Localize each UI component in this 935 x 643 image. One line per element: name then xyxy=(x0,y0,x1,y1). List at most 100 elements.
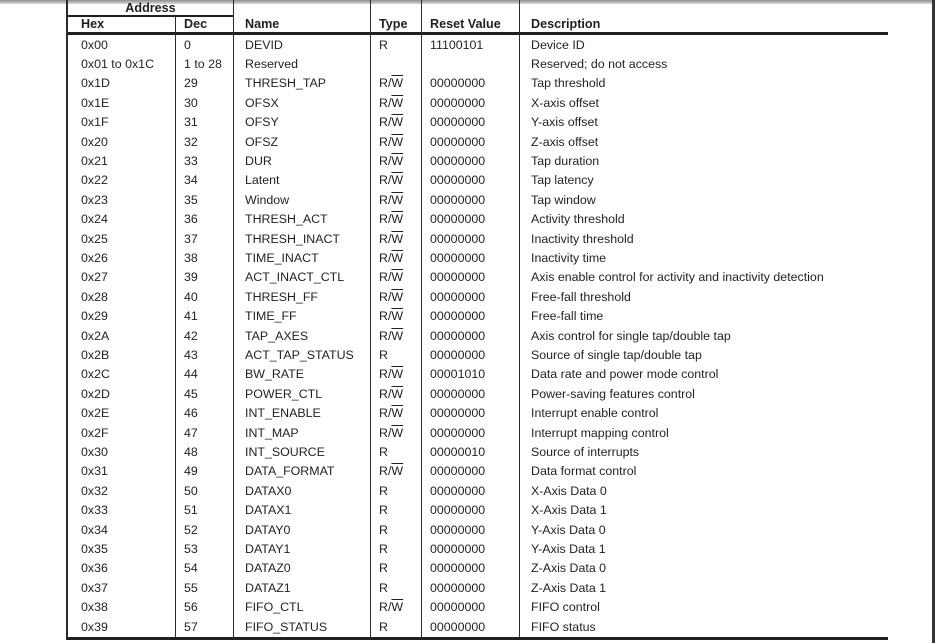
cell-desc: X-axis offset xyxy=(519,93,888,113)
cell-type: R xyxy=(370,35,421,55)
cell-type: R/W xyxy=(370,287,421,307)
cell-hex: 0x24 xyxy=(81,212,108,227)
cell-name: TAP_AXES xyxy=(233,326,370,346)
cell-type: R xyxy=(370,558,421,579)
cell-desc: Inactivity threshold xyxy=(519,229,888,249)
cell-name: BW_RATE xyxy=(233,364,370,385)
cell-name: INT_ENABLE xyxy=(233,403,370,424)
cell-hex: 0x1F xyxy=(81,115,109,130)
column-header-type: Type xyxy=(370,17,421,35)
cell-reset: 00000000 xyxy=(421,345,519,365)
header-spacer-description xyxy=(519,0,888,17)
overline-w: W xyxy=(391,600,404,615)
column-header-hex: Hex xyxy=(68,17,175,35)
cell-reset: 00000000 xyxy=(421,209,519,230)
cell-desc: X-Axis Data 0 xyxy=(519,481,888,501)
cell-hex: 0x2C xyxy=(81,367,110,382)
cell-desc: X-Axis Data 1 xyxy=(519,500,888,521)
cell-dec: 56 xyxy=(175,597,233,618)
cell-reset: 00000000 xyxy=(421,132,519,152)
cell-name: INT_MAP xyxy=(233,423,370,443)
cell-type: R/W xyxy=(370,112,421,133)
cell-desc: Source of interrupts xyxy=(519,442,888,462)
cell-type: R xyxy=(370,442,421,462)
cell-desc: Tap window xyxy=(519,190,888,210)
cell-desc: Axis control for single tap/double tap xyxy=(519,326,888,346)
cell-hex: 0x31 xyxy=(81,464,108,479)
cell-dec: 45 xyxy=(175,384,233,404)
cell-reset: 00000000 xyxy=(421,578,519,598)
cell-dec: 31 xyxy=(175,112,233,133)
cell-reset: 00000000 xyxy=(421,306,519,327)
cell-desc: Z-Axis Data 0 xyxy=(519,558,888,579)
cell-hex: 0x34 xyxy=(81,522,108,537)
overline-w: W xyxy=(391,425,404,440)
cell-name: TIME_INACT xyxy=(233,248,370,268)
cell-type: R/W xyxy=(370,190,421,210)
cell-desc: Tap threshold xyxy=(519,73,888,94)
cell-name: THRESH_FF xyxy=(233,287,370,307)
overline-w: W xyxy=(391,173,404,188)
overline-w: W xyxy=(391,212,404,227)
cell-name: DUR xyxy=(233,151,370,171)
cell-hex: 0x2B xyxy=(81,348,110,362)
cell-name: TIME_FF xyxy=(233,306,370,327)
overline-w: W xyxy=(391,95,404,110)
cell-hex: 0x1D xyxy=(81,76,110,91)
cell-type: R/W xyxy=(370,384,421,404)
cell-name: DATAY0 xyxy=(233,520,370,540)
cell-reset: 00000000 xyxy=(421,461,519,482)
cell-reset: 00000000 xyxy=(421,539,519,559)
cell-hex: 0x2F xyxy=(81,425,109,440)
cell-type: R/W xyxy=(370,229,421,249)
cell-dec: 43 xyxy=(175,345,233,365)
cell-name: THRESH_TAP xyxy=(233,73,370,94)
cell-name: DATAX1 xyxy=(233,500,370,521)
cell-name: INT_SOURCE xyxy=(233,442,370,462)
header-spacer-reset-value xyxy=(421,0,519,17)
cell-hex: 0x21 xyxy=(81,153,108,168)
overline-w: W xyxy=(391,367,404,382)
overline-w: W xyxy=(391,328,404,343)
cell-hex: 0x20 xyxy=(81,134,108,149)
cell-type: R/W xyxy=(370,597,421,618)
cell-hex: 0x32 xyxy=(81,483,108,498)
cell-dec: 34 xyxy=(175,170,233,191)
cell-hex: 0x2E xyxy=(81,406,110,421)
cell-name: DATAZ1 xyxy=(233,578,370,598)
cell-reset: 00000000 xyxy=(421,229,519,249)
cell-dec: 29 xyxy=(175,73,233,94)
cell-dec: 44 xyxy=(175,364,233,385)
cell-dec: 42 xyxy=(175,326,233,346)
cell-desc: Interrupt enable control xyxy=(519,403,888,424)
overline-w: W xyxy=(391,192,404,207)
cell-name: DATAX0 xyxy=(233,481,370,501)
cell-desc: Data rate and power mode control xyxy=(519,364,888,385)
cell-type: R/W xyxy=(370,209,421,230)
column-header-dec: Dec xyxy=(175,17,233,35)
cell-dec: 51 xyxy=(175,500,233,521)
cell-dec: 55 xyxy=(175,578,233,598)
cell-name: POWER_CTL xyxy=(233,384,370,404)
cell-hex: 0x38 xyxy=(81,600,108,615)
cell-desc: Interrupt mapping control xyxy=(519,423,888,443)
cell-desc: Inactivity time xyxy=(519,248,888,268)
cell-type: R xyxy=(370,520,421,540)
cell-desc: Y-Axis Data 0 xyxy=(519,520,888,540)
cell-dec: 54 xyxy=(175,558,233,579)
cell-name: DATA_FORMAT xyxy=(233,461,370,482)
cell-type: R xyxy=(370,578,421,598)
cell-hex: 0x36 xyxy=(81,561,108,576)
cell-name: DATAZ0 xyxy=(233,558,370,579)
cell-name: ACT_INACT_CTL xyxy=(233,267,370,288)
cell-hex: 0x00 xyxy=(81,37,108,52)
cell-dec: 35 xyxy=(175,190,233,210)
cell-dec: 33 xyxy=(175,151,233,171)
cell-reset: 00000000 xyxy=(421,73,519,94)
cell-reset: 11100101 xyxy=(421,35,519,55)
cell-dec: 41 xyxy=(175,306,233,327)
overline-w: W xyxy=(391,406,404,421)
cell-dec: 50 xyxy=(175,481,233,501)
cell-reset: 00000000 xyxy=(421,151,519,171)
cell-hex: 0x30 xyxy=(81,445,108,460)
